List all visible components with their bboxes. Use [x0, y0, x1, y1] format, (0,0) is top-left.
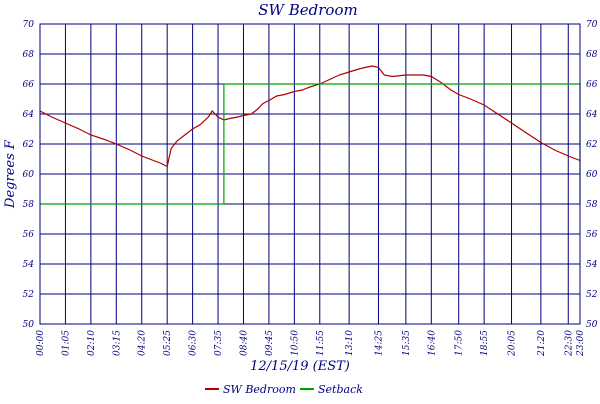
y-tick-label-right: 52: [586, 290, 598, 300]
y-axis-label: Degrees F: [3, 139, 18, 209]
y-tick-label: 56: [23, 230, 35, 240]
x-tick-label: 23:00: [576, 330, 586, 357]
y-tick-label-right: 60: [586, 170, 598, 180]
legend-label: Setback: [318, 383, 363, 396]
y-tick-label-right: 64: [586, 110, 598, 120]
series-line-sw-bedroom: [39, 65, 581, 168]
chart-title: SW Bedroom: [258, 1, 357, 19]
legend: SW Bedroom Setback: [205, 383, 363, 396]
x-tick-label: 10:50: [290, 330, 300, 356]
y-tick-label: 54: [23, 260, 35, 270]
x-tick-label: 15:35: [402, 330, 412, 356]
x-tick-label: 22:30: [564, 330, 574, 357]
x-tick-label: 17:50: [455, 330, 465, 356]
x-tick-label: 02:10: [87, 330, 97, 356]
y-tick-label: 62: [23, 140, 35, 150]
y-tick-label-right: 70: [586, 20, 598, 30]
x-tick-label: 08:40: [239, 330, 249, 356]
x-tick-label: 18:55: [480, 330, 490, 356]
y-tick-label-right: 66: [586, 80, 598, 90]
legend-label: SW Bedroom: [223, 383, 296, 396]
y-tick-label: 70: [23, 20, 35, 30]
x-tick-label: 01:05: [61, 330, 71, 356]
x-axis-label: 12/15/19 (EST): [250, 359, 350, 374]
x-tick-label: 09:45: [265, 330, 275, 356]
x-tick-label: 06:30: [189, 330, 199, 356]
y-tick-label-right: 54: [586, 260, 598, 270]
plot-border: [39, 23, 581, 325]
y-tick-label-right: 50: [586, 320, 598, 330]
x-tick-label: 00:00: [36, 330, 46, 356]
y-tick-label-right: 56: [586, 230, 598, 240]
x-tick-label: 07:35: [214, 330, 224, 356]
y-tick-label: 52: [23, 290, 35, 300]
y-tick-label: 66: [23, 80, 35, 90]
x-tick-label: 05:25: [163, 330, 173, 356]
x-tick-label: 21:20: [537, 330, 547, 357]
y-tick-label: 64: [23, 110, 35, 120]
y-tick-labels-right: 50 52 54 56 58 60 62 64 66 68 70: [586, 20, 598, 330]
y-tick-label: 60: [23, 170, 35, 180]
y-tick-label: 58: [23, 200, 35, 210]
x-tick-label: 11:55: [316, 330, 326, 356]
y-tick-label-right: 68: [586, 50, 598, 60]
x-tick-label: 14:25: [374, 330, 384, 356]
y-tick-label: 50: [23, 320, 35, 330]
y-tick-labels-left: 50 52 54 56 58 60 62 64 66 68 70: [23, 20, 35, 330]
x-tick-label: 13:10: [345, 330, 355, 356]
x-tick-labels: 00:00 01:05 02:10 03:15 04:20 05:25 06:30 07:35…: [36, 330, 586, 357]
x-tick-label: 04:20: [138, 330, 148, 356]
y-tick-label-right: 62: [586, 140, 598, 150]
x-tick-label: 16:40: [427, 330, 437, 356]
x-tick-label: 20:05: [508, 330, 518, 357]
y-tick-label-right: 58: [586, 200, 598, 210]
x-tick-label: 03:15: [112, 330, 122, 356]
y-tick-label: 68: [23, 50, 35, 60]
